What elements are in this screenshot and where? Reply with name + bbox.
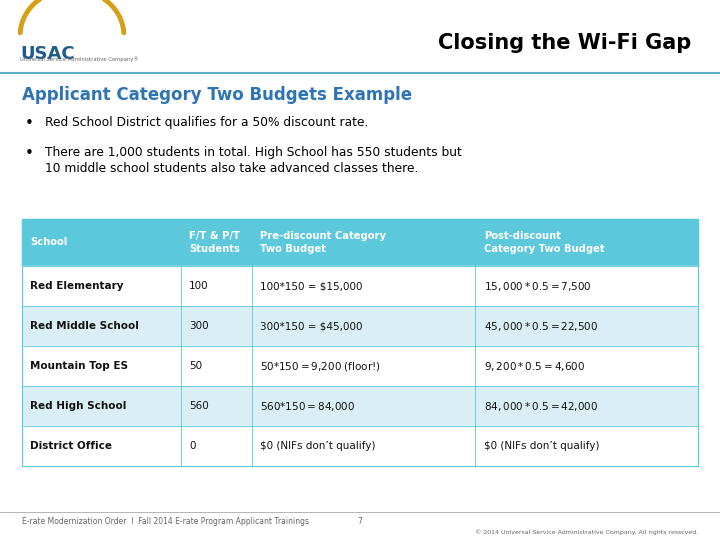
Text: 0: 0	[189, 441, 196, 451]
Text: Red High School: Red High School	[30, 401, 127, 411]
Bar	[475, 346, 698, 386]
Text: District Office: District Office	[30, 441, 112, 451]
Bar	[181, 219, 252, 266]
Text: Universal Service Administrative Company®: Universal Service Administrative Company…	[20, 56, 139, 62]
Text: F/T & P/T
Students: F/T & P/T Students	[189, 231, 240, 254]
Text: $15,000*0.5 = $7,500: $15,000*0.5 = $7,500	[484, 280, 591, 293]
Bar	[181, 386, 252, 426]
Text: •: •	[25, 146, 34, 161]
Bar	[22, 306, 181, 346]
Bar	[22, 266, 181, 306]
Text: $45,000*0.5 = $22,500: $45,000*0.5 = $22,500	[484, 320, 598, 333]
Text: Mountain Top ES: Mountain Top ES	[30, 361, 128, 371]
Bar	[475, 426, 698, 466]
Text: 300: 300	[189, 321, 209, 331]
Text: Red Middle School: Red Middle School	[30, 321, 139, 331]
Text: 100*150 = $15,000: 100*150 = $15,000	[261, 281, 363, 291]
Text: Red School District qualifies for a 50% discount rate.: Red School District qualifies for a 50% …	[45, 116, 368, 129]
Bar	[252, 426, 475, 466]
Text: 300*150 = $45,000: 300*150 = $45,000	[261, 321, 363, 331]
Text: 100: 100	[189, 281, 209, 291]
Bar	[181, 426, 252, 466]
Text: 50: 50	[189, 361, 202, 371]
Bar	[475, 386, 698, 426]
Text: Closing the Wi-Fi Gap: Closing the Wi-Fi Gap	[438, 33, 691, 53]
Text: Pre-discount Category
Two Budget: Pre-discount Category Two Budget	[261, 231, 387, 254]
Bar	[475, 266, 698, 306]
Text: Post-discount
Category Two Budget: Post-discount Category Two Budget	[484, 231, 604, 254]
Bar	[22, 346, 181, 386]
Text: •: •	[25, 116, 34, 131]
Text: 10 middle school students also take advanced classes there.: 10 middle school students also take adva…	[45, 162, 418, 175]
Text: $9,200*0.5 = $4,600: $9,200*0.5 = $4,600	[484, 360, 585, 373]
Text: $84,000*0.5 = $42,000: $84,000*0.5 = $42,000	[484, 400, 598, 413]
Bar	[252, 346, 475, 386]
Text: USAC: USAC	[20, 45, 75, 63]
Bar	[475, 219, 698, 266]
Bar	[22, 219, 698, 466]
Text: $0 (NIFs don’t qualify): $0 (NIFs don’t qualify)	[484, 441, 599, 451]
Text: Applicant Category Two Budgets Example: Applicant Category Two Budgets Example	[22, 86, 412, 104]
Bar	[22, 386, 181, 426]
Text: 50*$150 = $9,200 (floor!): 50*$150 = $9,200 (floor!)	[261, 360, 381, 373]
Text: School: School	[30, 238, 68, 247]
Bar	[22, 426, 181, 466]
Text: © 2014 Universal Service Administrative Company. All rights reserved.: © 2014 Universal Service Administrative …	[475, 530, 698, 535]
Bar	[22, 219, 181, 266]
Text: Red Elementary: Red Elementary	[30, 281, 124, 291]
Bar	[181, 306, 252, 346]
Text: $0 (NIFs don’t qualify): $0 (NIFs don’t qualify)	[261, 441, 376, 451]
Bar	[252, 386, 475, 426]
Text: 560: 560	[189, 401, 209, 411]
Bar	[252, 306, 475, 346]
Text: E-rate Modernization Order  I  Fall 2014 E-rate Program Applicant Trainings: E-rate Modernization Order I Fall 2014 E…	[22, 517, 309, 526]
Bar	[181, 346, 252, 386]
Bar	[181, 266, 252, 306]
Bar	[252, 219, 475, 266]
Bar	[252, 266, 475, 306]
Bar	[475, 306, 698, 346]
Text: There are 1,000 students in total. High School has 550 students but: There are 1,000 students in total. High …	[45, 146, 462, 159]
Text: 560*$150 = $84,000: 560*$150 = $84,000	[261, 400, 356, 413]
Text: 7: 7	[358, 517, 362, 526]
